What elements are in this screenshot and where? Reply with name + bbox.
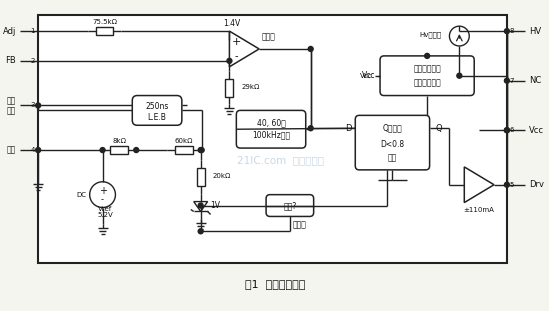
Circle shape — [450, 26, 469, 46]
Circle shape — [308, 126, 313, 131]
Text: L.E.B: L.E.B — [148, 113, 166, 122]
Text: 250ns: 250ns — [145, 102, 169, 111]
Circle shape — [308, 46, 313, 51]
Text: 过载?: 过载? — [283, 201, 296, 210]
Text: 100kHz时钟: 100kHz时钟 — [252, 131, 290, 140]
Text: +: + — [232, 37, 241, 47]
Text: 复位: 复位 — [388, 153, 397, 162]
Bar — [110, 146, 128, 154]
FancyBboxPatch shape — [132, 95, 182, 125]
Text: 7: 7 — [510, 78, 514, 84]
Text: 4: 4 — [31, 147, 35, 153]
FancyBboxPatch shape — [380, 56, 474, 95]
Text: 60kΩ: 60kΩ — [175, 138, 193, 144]
Text: 40, 60或: 40, 60或 — [256, 119, 285, 128]
Circle shape — [227, 58, 232, 63]
Text: Q: Q — [435, 124, 442, 133]
Text: 1.4V: 1.4V — [223, 19, 240, 28]
Bar — [226, 79, 233, 96]
Circle shape — [505, 29, 509, 34]
FancyBboxPatch shape — [266, 195, 313, 216]
Bar — [96, 27, 114, 35]
Circle shape — [198, 148, 203, 152]
FancyBboxPatch shape — [355, 115, 430, 170]
Text: 低内部稳压器: 低内部稳压器 — [413, 78, 441, 87]
Text: 8kΩ: 8kΩ — [113, 138, 126, 144]
Text: 20kΩ: 20kΩ — [212, 173, 231, 179]
Text: DC: DC — [77, 192, 87, 198]
Text: Drv: Drv — [529, 180, 544, 189]
Text: 电流: 电流 — [7, 96, 16, 105]
Text: 接地: 接地 — [7, 146, 16, 155]
Circle shape — [36, 148, 41, 152]
Text: Q触发器: Q触发器 — [383, 124, 402, 133]
Text: Hv电流源: Hv电流源 — [419, 32, 441, 38]
Circle shape — [505, 182, 509, 187]
Text: Vcc: Vcc — [360, 73, 372, 79]
Text: 75.5kΩ: 75.5kΩ — [92, 19, 117, 25]
Circle shape — [198, 229, 203, 234]
Text: +: + — [99, 186, 107, 196]
Text: 8: 8 — [510, 28, 514, 34]
Text: Adj: Adj — [3, 27, 16, 36]
Bar — [197, 168, 205, 186]
Text: 1: 1 — [31, 28, 35, 34]
Circle shape — [100, 148, 105, 152]
Text: Vref: Vref — [98, 206, 113, 211]
Text: 图1  内部电路结构: 图1 内部电路结构 — [245, 279, 305, 289]
Text: FB: FB — [5, 56, 16, 65]
Text: 5: 5 — [510, 182, 514, 188]
Text: 欠压锁定高和: 欠压锁定高和 — [413, 64, 441, 73]
Text: Vcc: Vcc — [362, 71, 375, 80]
Text: NC: NC — [529, 76, 541, 85]
Circle shape — [198, 203, 203, 208]
Circle shape — [134, 148, 139, 152]
Text: 感应: 感应 — [7, 106, 16, 115]
Circle shape — [457, 73, 462, 78]
Text: HV: HV — [529, 27, 541, 36]
Text: 21IC.com  中国电子网: 21IC.com 中国电子网 — [238, 155, 324, 165]
Text: 6: 6 — [510, 127, 514, 133]
Circle shape — [36, 103, 41, 108]
Text: D: D — [345, 124, 351, 133]
Text: 29kΩ: 29kΩ — [242, 84, 260, 90]
Text: 比较器: 比较器 — [262, 33, 276, 42]
Text: 5.2V: 5.2V — [98, 212, 114, 218]
Text: ±110mA: ±110mA — [464, 207, 495, 212]
Circle shape — [89, 182, 115, 207]
Circle shape — [199, 148, 204, 152]
Text: -: - — [101, 195, 104, 204]
Bar — [175, 146, 193, 154]
Circle shape — [505, 128, 509, 133]
Circle shape — [505, 78, 509, 83]
Text: Vcc: Vcc — [529, 126, 544, 135]
FancyBboxPatch shape — [237, 110, 306, 148]
Circle shape — [425, 53, 430, 58]
Text: 2: 2 — [31, 58, 35, 64]
Text: 过障期: 过障期 — [293, 220, 307, 229]
Circle shape — [505, 128, 509, 133]
Text: 1V: 1V — [211, 201, 221, 210]
Text: -: - — [234, 51, 238, 61]
Bar — [38, 15, 507, 263]
Text: D<0.8: D<0.8 — [380, 140, 405, 149]
Text: 3: 3 — [31, 102, 35, 109]
